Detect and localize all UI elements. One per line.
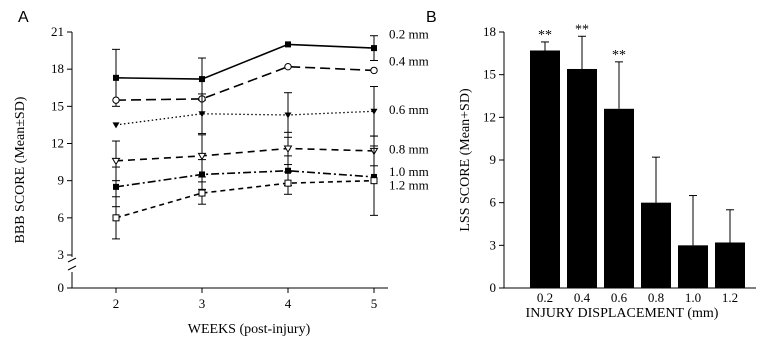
series-label: 0.6 mm — [389, 102, 429, 117]
y-tick-label: 12 — [51, 136, 64, 151]
series-line — [115, 147, 375, 162]
y-tick-label: 12 — [483, 109, 496, 124]
bar — [715, 242, 745, 288]
data-point — [112, 96, 120, 104]
series-line — [115, 43, 375, 80]
series-lines-a — [111, 35, 379, 240]
data-point — [112, 214, 120, 222]
x-ticks-a: 2 3 4 5 — [113, 288, 378, 311]
series-1-2-mm — [112, 145, 378, 240]
significance-label: ** — [538, 28, 552, 43]
bar-chart-panel-b: B LSS SCORE (Mean+SD) INJURY DISPLACEMEN… — [426, 9, 756, 321]
data-point — [285, 167, 291, 174]
series-label: 0.2 mm — [389, 26, 429, 41]
data-point — [198, 111, 206, 118]
y-tick-label: 18 — [51, 61, 64, 76]
panel-b-letter: B — [426, 9, 437, 26]
y-tick-label: 3 — [58, 247, 65, 262]
series-0-6-mm — [112, 86, 378, 138]
series-0-2-mm — [112, 35, 378, 107]
data-point — [284, 179, 292, 187]
x-tick-label: 0.6 — [611, 290, 628, 305]
series-line — [115, 179, 375, 219]
y-tick-label: 3 — [490, 237, 497, 252]
data-point — [113, 74, 119, 81]
significance-label: ** — [575, 22, 589, 37]
y-tick-label: 0 — [58, 280, 65, 295]
axis-break-mark-2 — [67, 265, 77, 271]
y-tick-label: 6 — [490, 195, 497, 210]
bar — [604, 108, 634, 288]
x-tick-label: 3 — [199, 296, 206, 311]
panel-a-letter: A — [18, 9, 29, 26]
bar — [678, 245, 708, 288]
series-label: 1.2 mm — [389, 178, 429, 193]
x-tick-label: 0.2 — [537, 290, 553, 305]
y-axis-title-a: BBB SCORE (Mean±SD) — [13, 96, 28, 243]
bar — [641, 202, 671, 288]
data-point — [283, 145, 293, 153]
y-ticks-a: 0 3 6 9 12 15 18 21 — [51, 24, 72, 295]
data-point — [198, 189, 206, 197]
x-axis-title-b: INJURY DISPLACEMENT (mm) — [526, 306, 719, 321]
y-tick-label: 6 — [58, 210, 65, 225]
data-point — [112, 122, 120, 129]
data-point — [370, 66, 378, 75]
data-point — [199, 171, 205, 178]
significance-label: ** — [612, 48, 626, 63]
series-0-8-mm — [111, 131, 379, 182]
bar — [530, 50, 560, 288]
x-tick-label: 0.8 — [648, 290, 664, 305]
data-point — [111, 157, 121, 166]
data-point — [285, 41, 291, 48]
data-point — [113, 183, 119, 190]
line-chart-panel-a: A BBB SCORE (Mean±SD) WEEKS (post-injury… — [13, 9, 429, 337]
y-tick-label: 9 — [490, 152, 497, 167]
x-tick-label: 5 — [371, 296, 378, 311]
x-tick-label: 4 — [285, 296, 292, 311]
y-tick-label: 18 — [483, 24, 496, 39]
y-tick-label: 0 — [490, 280, 497, 295]
data-point — [284, 112, 292, 119]
y-tick-label: 9 — [58, 173, 65, 188]
x-ticks-b: 0.2 0.4 0.6 0.8 1.0 1.2 — [537, 290, 738, 305]
data-point — [370, 177, 378, 185]
x-tick-label: 0.4 — [574, 290, 591, 305]
y-axis-title-b: LSS SCORE (Mean+SD) — [458, 88, 473, 232]
axis-break-mark-1 — [67, 257, 77, 263]
x-tick-label: 2 — [113, 296, 120, 311]
data-point — [197, 152, 207, 161]
data-point — [284, 62, 292, 71]
y-tick-label: 15 — [51, 98, 64, 113]
series-labels-a: 0.2 mm 0.4 mm 0.6 mm 0.8 mm 1.0 mm1.2 mm — [389, 26, 429, 192]
data-point — [370, 108, 378, 115]
y-tick-label: 15 — [483, 67, 496, 82]
x-tick-label: 1.2 — [722, 290, 738, 305]
y-tick-label: 21 — [51, 24, 64, 39]
series-line — [115, 110, 375, 126]
series-label: 1.0 mm — [389, 164, 429, 179]
series-label: 0.8 mm — [389, 142, 429, 157]
data-point — [371, 45, 377, 52]
data-point — [199, 76, 205, 83]
series-0-4-mm — [112, 62, 378, 104]
x-axis-title-a: WEEKS (post-injury) — [188, 322, 311, 337]
y-ticks-b: 0 3 6 9 12 15 18 — [483, 24, 504, 295]
series-line — [115, 169, 375, 188]
series-label: 0.4 mm — [389, 54, 429, 69]
bar — [567, 68, 597, 288]
bars-b: ** ** ** — [530, 22, 745, 288]
series-line — [115, 65, 375, 101]
x-tick-label: 1.0 — [685, 290, 701, 305]
